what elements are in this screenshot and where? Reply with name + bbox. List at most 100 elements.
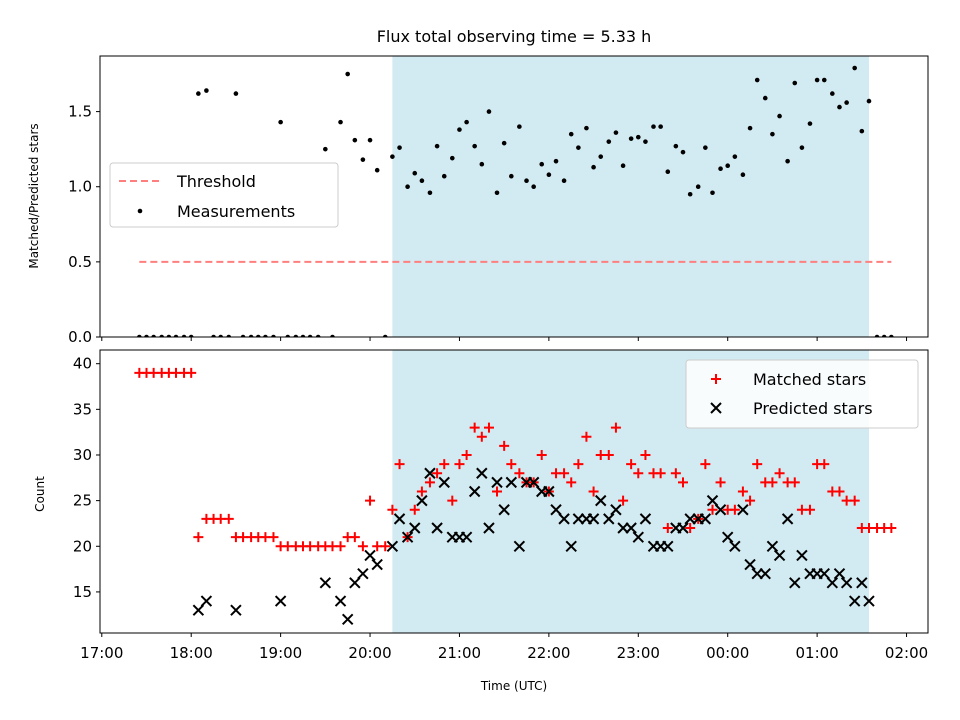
legend: Matched stars Predicted stars xyxy=(685,359,919,429)
measurement-point xyxy=(441,173,447,179)
matched-star-marker xyxy=(655,468,666,479)
matched-star-marker xyxy=(409,504,420,515)
predicted-star-marker xyxy=(476,467,488,479)
y-tick-label: 0.0 xyxy=(68,328,92,346)
matched-star-marker xyxy=(454,459,465,470)
measurement-point xyxy=(561,178,567,184)
predicted-star-marker xyxy=(773,549,786,562)
measurement-point xyxy=(710,190,715,196)
predicted-star-marker xyxy=(639,513,652,525)
measurement-point xyxy=(240,334,246,337)
measurement-point xyxy=(821,77,827,83)
matched-star-marker xyxy=(662,523,673,534)
predicted-star-marker xyxy=(796,549,808,562)
measurement-point xyxy=(777,113,782,119)
measurement-point xyxy=(517,124,522,129)
measurement-point xyxy=(837,104,842,110)
measurement-point xyxy=(770,131,775,137)
matched-star-marker xyxy=(618,495,629,506)
matched-star-marker xyxy=(729,504,740,515)
legend-measurement-swatch xyxy=(137,208,143,214)
predicted-star-marker xyxy=(409,522,421,534)
predicted-star-marker xyxy=(781,513,794,525)
matched-star-marker xyxy=(715,477,726,488)
predicted-star-marker xyxy=(744,558,756,571)
matched-star-marker xyxy=(707,504,718,515)
matched-star-marker xyxy=(559,468,570,479)
predicted-star-marker xyxy=(364,549,376,562)
matched-star-marker xyxy=(626,459,637,470)
x-tick-label: 02:00 xyxy=(885,644,928,662)
measurement-point xyxy=(576,145,581,150)
measurement-point xyxy=(323,146,328,152)
matched-star-marker xyxy=(193,532,204,543)
matched-star-marker xyxy=(685,523,696,534)
matched-star-marker xyxy=(633,468,644,479)
matched-star-marker xyxy=(752,459,763,470)
measurement-point xyxy=(591,164,596,170)
predicted-star-marker xyxy=(371,558,383,571)
measurement-point xyxy=(307,334,313,337)
predicted-star-marker xyxy=(513,540,526,552)
measurement-point xyxy=(263,334,268,337)
predicted-star-marker xyxy=(334,595,347,607)
measurement-point xyxy=(598,154,604,159)
matched-star-marker xyxy=(834,486,845,497)
predicted-star-marker xyxy=(386,540,399,552)
predicted-star-marker xyxy=(491,476,503,489)
measurement-point xyxy=(799,145,805,150)
measurement-point xyxy=(762,95,768,101)
matched-star-marker xyxy=(416,486,427,497)
matched-star-marker xyxy=(499,440,510,451)
y-tick-label: 25 xyxy=(73,492,92,510)
measurement-point xyxy=(137,334,142,337)
measurement-point xyxy=(330,334,335,337)
axes-frame xyxy=(99,349,929,634)
measurement-point xyxy=(785,158,790,164)
matched-star-marker xyxy=(804,504,815,515)
ratio-panel: 0.0 0.5 1.0 1.5 Threshold Measurements xyxy=(68,55,929,346)
measurement-point xyxy=(293,334,299,337)
measurement-point xyxy=(397,145,402,150)
measurement-point xyxy=(754,77,760,83)
matched-star-marker xyxy=(357,541,368,552)
measurement-point xyxy=(643,139,648,144)
measurement-point xyxy=(814,77,820,83)
x-tick-label: 17:00 xyxy=(80,644,123,662)
legend-matched-swatch xyxy=(711,374,721,384)
measurement-point xyxy=(486,109,492,114)
predicted-star-marker xyxy=(468,485,481,498)
predicted-star-marker xyxy=(565,540,577,552)
x-tick-label: 22:00 xyxy=(527,644,570,662)
matched-star-marker xyxy=(588,486,599,497)
predicted-star-marker xyxy=(662,540,674,552)
predicted-star-marker xyxy=(319,577,332,589)
predicted-star-marker xyxy=(759,567,771,580)
predicted-star-marker xyxy=(393,513,406,525)
matched-star-marker xyxy=(700,459,711,470)
measurement-point xyxy=(204,88,209,93)
measurement-point xyxy=(233,91,239,96)
predicted-star-marker xyxy=(826,577,839,589)
predicted-star-marker xyxy=(349,577,361,589)
ylabel-ratio: Matched/Predicted stars xyxy=(27,123,41,268)
y-tick-label: 0.5 xyxy=(68,253,92,271)
matched-star-marker xyxy=(886,523,897,534)
predicted-star-marker xyxy=(818,567,830,580)
x-tick-label: 01:00 xyxy=(796,644,839,662)
matched-star-marker xyxy=(476,431,487,442)
predicted-star-marker xyxy=(274,595,287,607)
matched-star-marker xyxy=(536,449,547,460)
measurement-point xyxy=(181,334,187,337)
x-axis-label: Time (UTC) xyxy=(480,679,547,693)
measurement-point xyxy=(338,119,343,125)
y-tick-label: 35 xyxy=(73,400,92,418)
matched-star-marker xyxy=(573,459,584,470)
x-tick-label: 23:00 xyxy=(617,644,660,662)
measurement-point xyxy=(248,334,254,337)
measurement-point xyxy=(479,161,485,167)
predicted-star-marker xyxy=(483,522,495,534)
measurement-point xyxy=(658,124,663,129)
matched-star-marker xyxy=(745,495,756,506)
